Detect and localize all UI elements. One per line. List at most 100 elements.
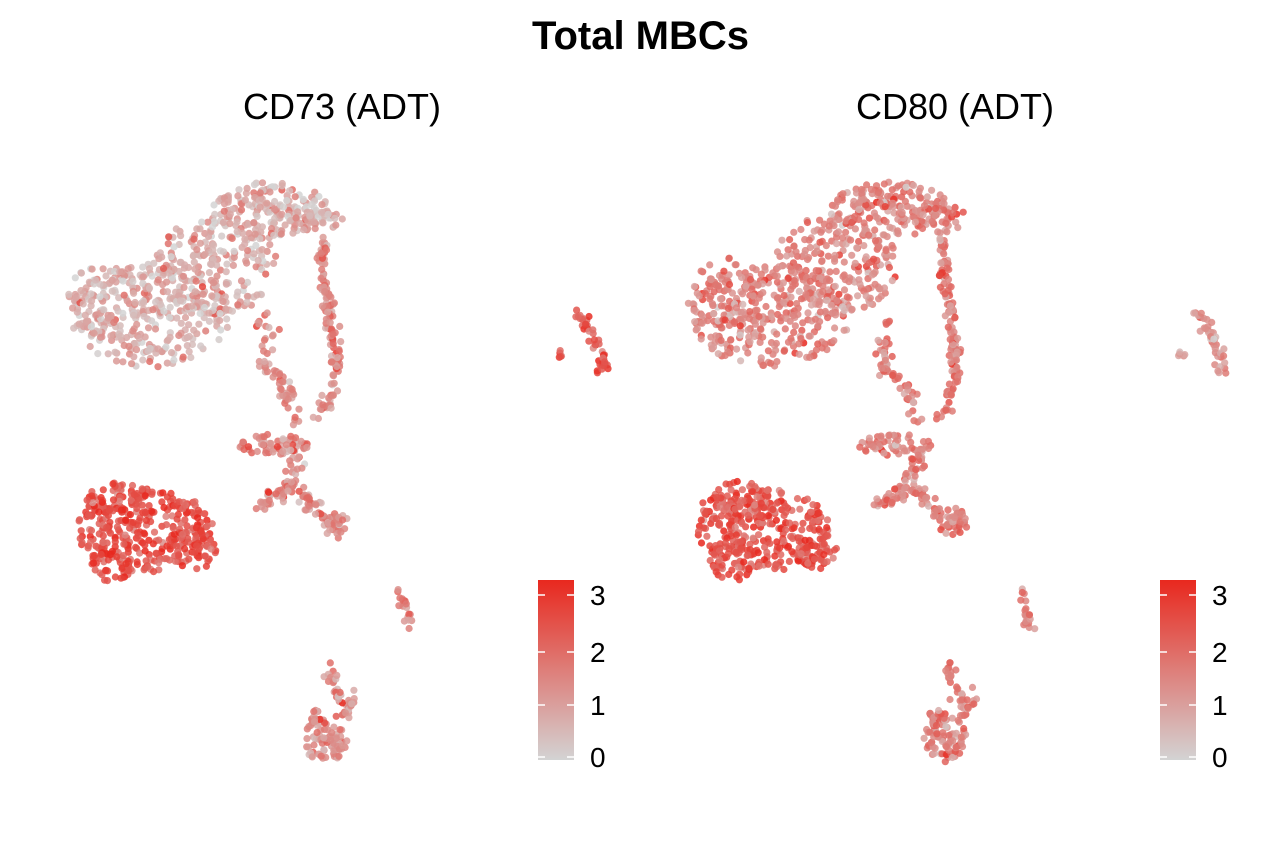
cell-point	[279, 203, 288, 211]
cell-point	[146, 357, 154, 366]
cell-point	[181, 261, 189, 269]
cell-point	[260, 336, 269, 344]
cell-point	[744, 511, 752, 519]
cell-point	[823, 516, 832, 524]
cell-point	[271, 197, 279, 206]
cell-point	[190, 235, 198, 243]
cell-point	[759, 333, 767, 341]
cell-point	[813, 247, 821, 255]
cell-point	[926, 728, 934, 736]
cell-point	[737, 544, 745, 552]
cell-point	[858, 190, 866, 198]
cell-point	[731, 523, 739, 532]
cell-point	[773, 538, 781, 546]
cell-point	[279, 435, 287, 443]
cell-point	[167, 253, 175, 261]
cell-point	[1196, 327, 1204, 335]
cell-point	[847, 236, 855, 244]
cell-point	[159, 264, 168, 272]
cell-point	[964, 704, 972, 712]
cell-point	[901, 477, 909, 485]
cell-point	[755, 312, 763, 321]
cell-point	[89, 499, 97, 507]
cell-point	[707, 496, 715, 504]
cell-point	[736, 538, 745, 546]
cell-point	[754, 281, 762, 289]
cell-point	[154, 276, 162, 284]
cell-point	[830, 337, 838, 345]
cell-point	[305, 502, 313, 510]
cell-point	[145, 502, 153, 510]
cell-point	[244, 247, 252, 255]
cell-point	[113, 553, 121, 561]
cell-point	[310, 718, 319, 726]
cell-point	[81, 311, 89, 319]
cell-point	[333, 671, 341, 680]
cell-point	[720, 527, 728, 535]
cell-point	[881, 356, 890, 364]
cell-point	[226, 210, 234, 218]
cell-point	[823, 558, 831, 566]
cell-point	[819, 282, 827, 290]
cell-point	[86, 342, 94, 351]
cell-point	[202, 327, 210, 335]
cell-point	[947, 329, 955, 337]
cell-point	[330, 379, 338, 387]
cell-point	[724, 512, 732, 520]
cell-point	[870, 209, 879, 217]
cell-point	[113, 523, 121, 531]
cell-point	[827, 210, 836, 218]
cell-point	[697, 539, 706, 547]
cell-point	[905, 431, 913, 439]
cell-point	[782, 309, 790, 317]
cell-point	[785, 557, 794, 566]
cell-point	[831, 255, 839, 263]
cell-point	[802, 290, 810, 298]
cell-point	[323, 529, 331, 538]
cell-point	[958, 696, 966, 704]
cell-point	[205, 309, 213, 317]
cell-point	[706, 542, 714, 550]
cell-point	[132, 543, 140, 552]
cell-point	[158, 498, 166, 506]
cell-point	[252, 432, 260, 440]
cell-point	[882, 218, 890, 226]
cell-point	[110, 318, 118, 327]
cell-point	[754, 549, 762, 557]
cell-point	[277, 230, 285, 238]
cell-point	[150, 528, 159, 536]
cell-point	[205, 317, 213, 325]
cell-point	[786, 236, 794, 244]
cell-point	[889, 371, 897, 379]
cell-point	[809, 295, 818, 303]
cell-point	[927, 739, 935, 747]
cell-point	[183, 522, 191, 530]
cell-point	[852, 189, 861, 197]
cell-point	[294, 208, 302, 216]
cell-point	[258, 223, 266, 231]
cell-point	[263, 199, 271, 207]
cell-point	[773, 294, 782, 302]
cell-point	[960, 711, 969, 720]
cell-point	[83, 496, 91, 504]
cell-point	[239, 229, 247, 237]
cell-point	[96, 293, 104, 301]
cell-point	[922, 494, 930, 502]
cell-point	[171, 557, 179, 565]
cell-point	[951, 203, 959, 211]
cell-point	[233, 218, 241, 226]
cell-point	[294, 453, 303, 461]
cell-point	[772, 560, 781, 568]
cell-point	[923, 193, 932, 201]
cell-point	[404, 616, 413, 624]
cell-point	[245, 229, 253, 237]
cell-point	[237, 206, 246, 214]
cell-point	[970, 700, 978, 708]
cell-point	[87, 323, 95, 331]
cell-point	[713, 493, 721, 502]
cell-point	[948, 407, 956, 415]
cell-point	[748, 285, 756, 293]
cell-point	[943, 228, 951, 236]
cell-point	[262, 270, 270, 278]
